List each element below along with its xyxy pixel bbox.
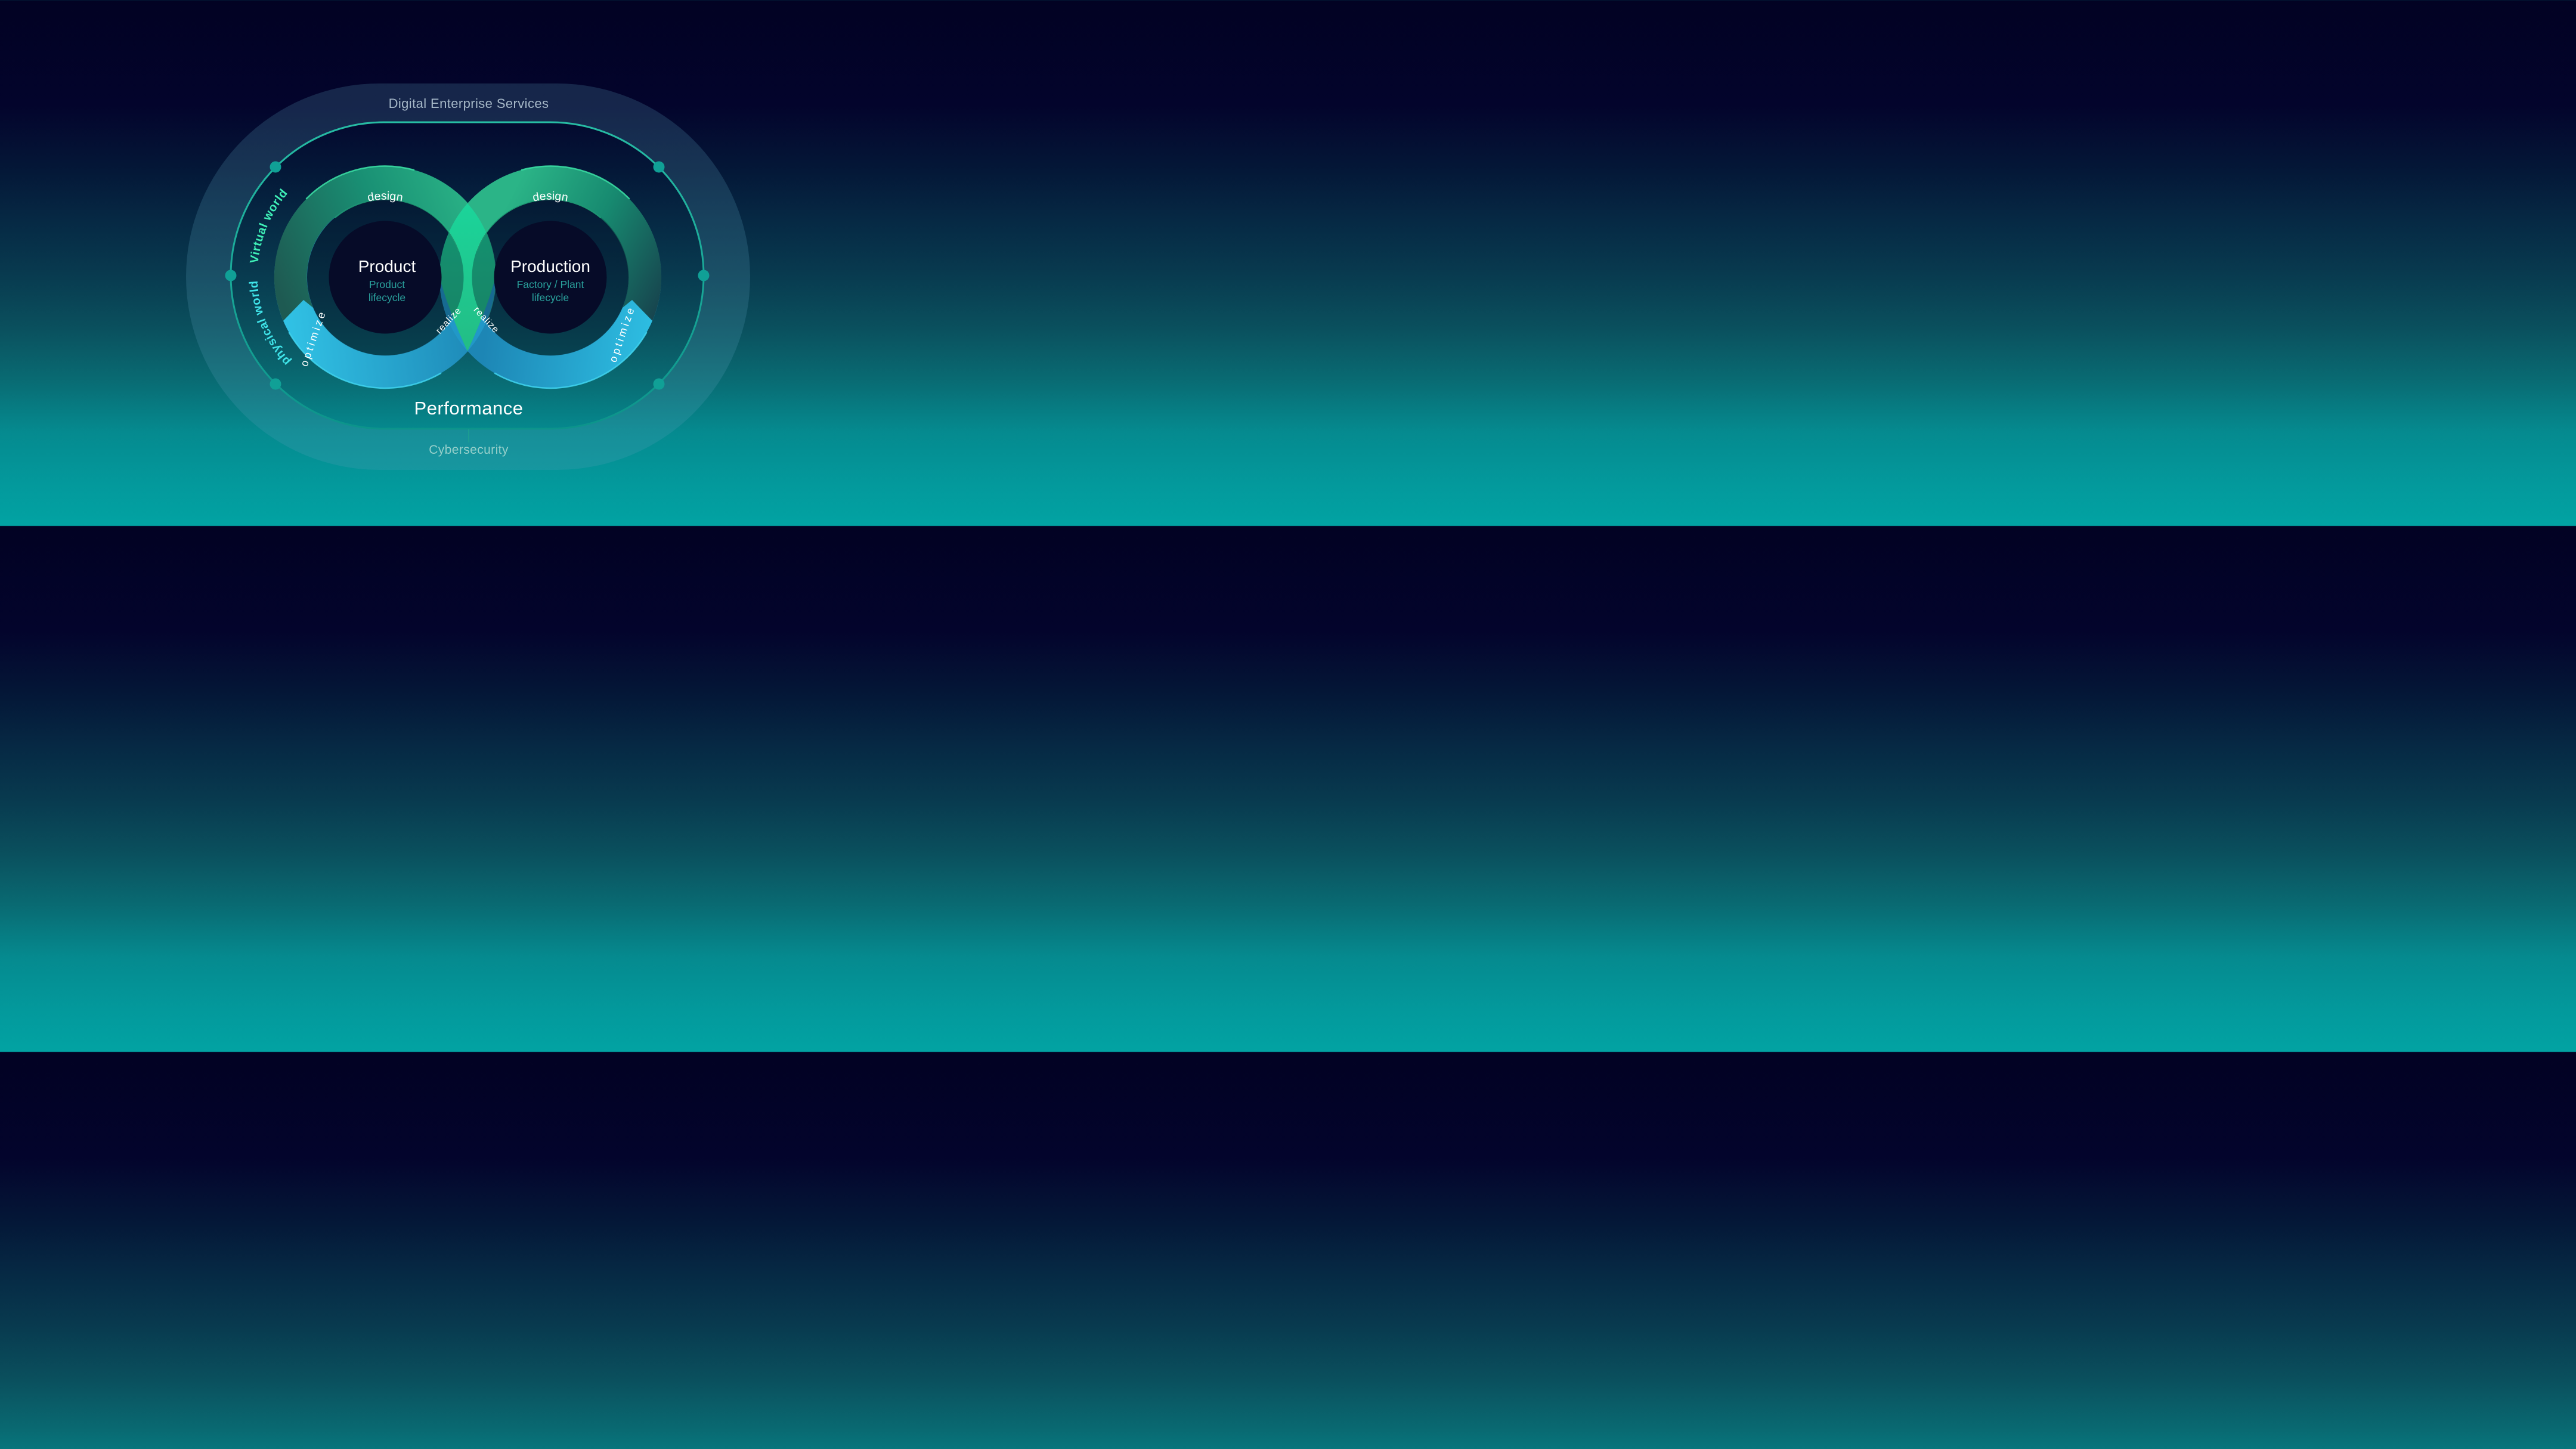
production-subtitle-line1: Factory / Plant — [517, 278, 584, 290]
highlight-arc — [494, 332, 648, 389]
product-design-textpath: design — [366, 190, 404, 205]
production-circle — [494, 221, 607, 334]
highlight-arc — [521, 165, 630, 200]
frame-node-dot — [270, 378, 281, 390]
frame-node-dot — [653, 378, 665, 390]
product-ring-green — [274, 166, 496, 351]
performance-label: Performance — [414, 398, 524, 419]
highlight-arc — [335, 199, 459, 251]
highlight-arc — [305, 165, 415, 200]
frame-node-dot — [698, 270, 710, 281]
highlight-arc — [288, 332, 442, 389]
diagram-canvas: Digital Enterprise Services Cybersecurit… — [186, 83, 750, 470]
production-design-label: design — [531, 190, 569, 205]
highlight-arcs — [288, 165, 648, 389]
production-title: Production — [510, 257, 590, 275]
frame-node-dots — [225, 161, 710, 390]
frame-node-dot — [653, 161, 665, 173]
product-circle — [329, 221, 442, 334]
production-design-textpath: design — [531, 190, 569, 205]
product-title: Product — [358, 257, 416, 275]
services-band-title: Digital Enterprise Services — [389, 96, 549, 111]
product-design-label: design — [366, 190, 404, 205]
digital-enterprise-diagram: Digital Enterprise Services Cybersecurit… — [0, 0, 935, 526]
product-circle-shadow — [306, 199, 464, 356]
product-subtitle-line2: lifecycle — [369, 292, 405, 304]
product-subtitle-line1: Product — [369, 278, 405, 290]
inner-frame-outline — [230, 121, 705, 430]
production-ring-green — [439, 166, 662, 351]
production-subtitle-line2: lifecycle — [532, 292, 569, 304]
frame-node-dot — [270, 161, 281, 173]
highlight-arc — [476, 199, 601, 251]
frame-node-dot — [225, 270, 237, 281]
production-circle-shadow — [472, 199, 629, 356]
cybersecurity-label: Cybersecurity — [429, 443, 509, 457]
